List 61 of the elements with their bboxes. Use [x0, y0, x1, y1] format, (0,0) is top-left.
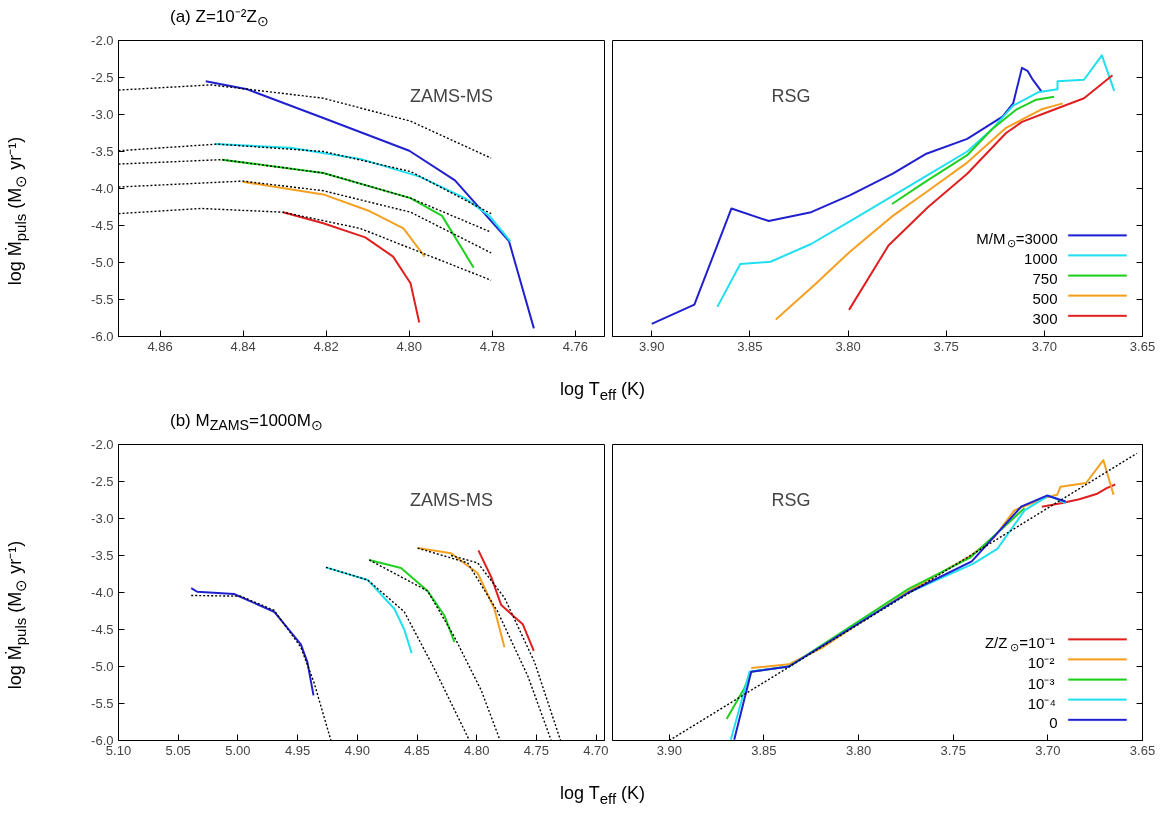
annotation: RSG — [771, 85, 811, 106]
x-tick-label: 3.70 — [1035, 742, 1061, 758]
chart-title: (a) Z=10⁻²Z$_{⊙}$ — [170, 6, 269, 32]
x-tick-label: 4.75 — [523, 742, 550, 758]
x-tick-label: 3.80 — [835, 338, 861, 354]
y-tick-label: -3.0 — [91, 107, 114, 122]
x-axis-title: log T$_{eff}$ (K) — [560, 782, 646, 809]
y-tick-label: -4.5 — [91, 622, 114, 637]
x-tick-label: 3.90 — [639, 338, 665, 354]
legend-label: 300 — [1032, 310, 1058, 328]
x-tick-label: 5.00 — [225, 742, 251, 758]
legend-label: 10⁻⁴ — [1027, 694, 1056, 712]
x-tick-label: 3.75 — [933, 338, 959, 354]
x-tick-label: 4.90 — [344, 742, 370, 758]
x-tick-label: 4.86 — [147, 338, 173, 354]
y-tick-label: -2.5 — [91, 70, 114, 85]
x-tick-label: 5.05 — [165, 742, 191, 758]
y-tick-label: -2.5 — [91, 474, 114, 489]
legend-label: 500 — [1032, 290, 1058, 308]
y-tick-label: -4.0 — [91, 181, 114, 196]
x-tick-label: 4.85 — [404, 742, 430, 758]
x-tick-label: 3.80 — [845, 742, 872, 758]
y-tick-label: -2.0 — [91, 33, 114, 48]
y-tick-label: -4.5 — [91, 218, 114, 233]
legend-label: 1000 — [1024, 249, 1058, 267]
y-tick-label: -3.5 — [91, 548, 114, 563]
y-tick-label: -3.0 — [91, 511, 114, 526]
legend-label: Z/Z⊙=10⁻¹ — [984, 634, 1055, 653]
x-tick-label: 3.70 — [1031, 338, 1058, 354]
x-axis-title: log T$_{eff}$ (K) — [560, 378, 646, 405]
x-tick-label: 3.85 — [751, 742, 777, 758]
y-tick-label: -5.5 — [91, 292, 114, 307]
x-tick-label: 3.75 — [940, 742, 966, 758]
x-tick-label: 3.65 — [1129, 338, 1156, 354]
x-tick-label: 4.84 — [230, 338, 256, 354]
chart-title: (b) M$_{ZAMS}$=1000M$_{⊙}$ — [170, 410, 323, 436]
annotation: RSG — [771, 489, 811, 510]
x-tick-label: 3.90 — [656, 742, 682, 758]
legend-label: 10⁻³ — [1027, 674, 1055, 692]
annotation: ZAMS-MS — [410, 85, 494, 106]
y-tick-label: -5.0 — [91, 255, 114, 270]
x-tick-label: 4.80 — [396, 338, 422, 354]
x-tick-label: 4.82 — [313, 338, 339, 354]
x-tick-label: 4.80 — [464, 742, 490, 758]
legend-label: 0 — [1049, 714, 1058, 732]
x-tick-label: 4.95 — [284, 742, 311, 758]
x-tick-label: 4.70 — [583, 742, 609, 758]
x-tick-label: 4.78 — [479, 338, 506, 354]
legend-label: 750 — [1032, 270, 1058, 288]
y-tick-label: -2.0 — [91, 437, 114, 452]
annotation: ZAMS-MS — [410, 489, 494, 510]
y-tick-label: -3.5 — [91, 144, 114, 159]
legend-label: 10⁻² — [1027, 654, 1055, 672]
y-tick-label: -5.0 — [91, 659, 114, 674]
y-tick-label: -4.0 — [91, 585, 114, 600]
y-tick-label: -6.0 — [91, 329, 114, 344]
legend-label: M/M⊙=3000 — [976, 230, 1058, 249]
x-tick-label: 4.76 — [562, 338, 589, 354]
x-tick-label: 3.85 — [737, 338, 763, 354]
y-tick-label: -5.5 — [91, 696, 114, 711]
x-tick-label: 3.65 — [1129, 742, 1156, 758]
